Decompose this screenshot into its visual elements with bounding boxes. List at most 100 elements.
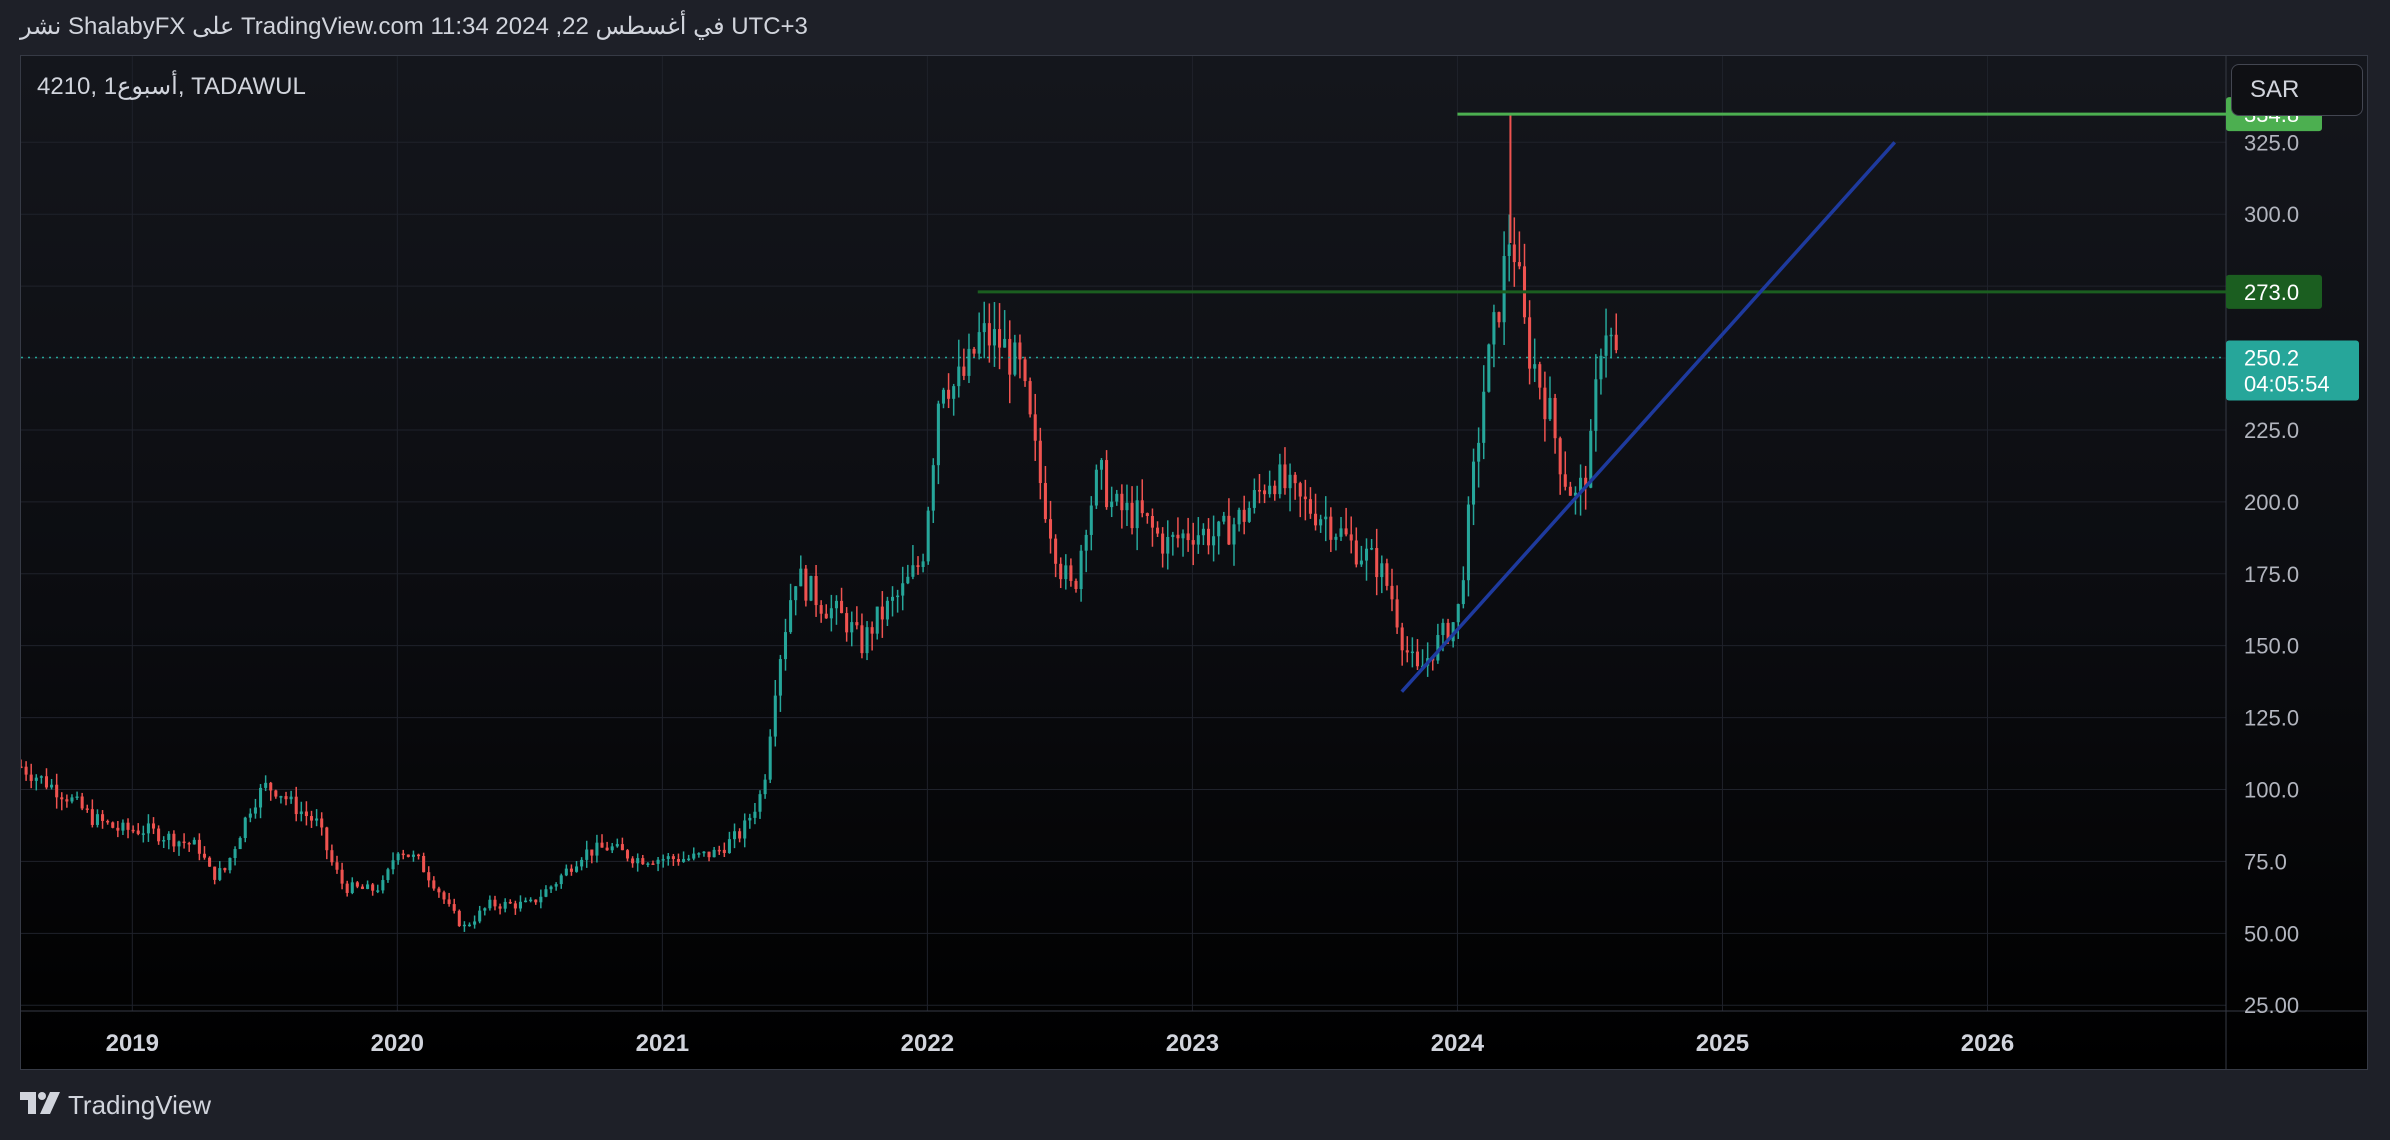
candle-body [101,814,105,821]
candle-body [126,822,130,830]
candle-body [1344,528,1348,535]
x-tick-label: 2024 [1431,1030,1485,1057]
candle-body [1283,464,1287,489]
candle-body [1614,334,1618,351]
candle-body [1477,442,1481,462]
y-tick-label: 300.0 [2244,202,2299,227]
candle-body [80,796,84,809]
currency-button[interactable]: SAR [2231,64,2363,116]
candle-body [1466,504,1470,581]
candle-body [794,586,798,601]
candle-body [70,797,74,802]
candle-body [880,606,884,620]
candle-body [55,784,59,798]
candle-body [656,859,660,864]
candle-body [1120,493,1124,511]
x-tick-label: 2021 [636,1030,689,1057]
candle-body [829,608,833,619]
resistance-price-tag [2226,274,2322,309]
candle-body [840,600,844,614]
candle-body [1487,344,1491,392]
candle-body [590,849,594,856]
candle-body [1390,585,1394,600]
candle-body [559,875,563,885]
candle-body [885,600,889,620]
candle-body [243,817,247,838]
candle-body [325,827,329,851]
candle-body [1003,338,1007,348]
candle-body [1171,534,1175,538]
x-tick-label: 2019 [106,1030,159,1057]
support-trendline [1400,141,1897,693]
price-chart[interactable]: 325.0300.0275.0250.0225.0200.0175.0150.0… [21,56,2368,1070]
x-tick-label: 2023 [1166,1030,1219,1057]
candle-body [1400,627,1404,651]
candle-body [1099,460,1104,470]
candle-body [355,882,359,887]
candle-body [957,366,961,387]
candle-body [901,583,905,596]
candle-body [299,811,303,815]
candle-body [926,510,930,562]
candle-body [1609,334,1613,337]
candle-body [1140,500,1144,514]
candle-body [172,833,176,847]
candle-body [1033,414,1037,441]
candle-body [687,858,691,861]
candle-body [269,782,273,791]
candle-body [106,820,110,823]
last-price-countdown: 04:05:54 [2244,371,2330,396]
candle-body [1186,533,1190,541]
candle-body [727,839,731,854]
candle-body [1507,244,1511,257]
candle-body [620,844,624,851]
candle-body [1074,580,1078,590]
candle-body [580,859,584,867]
candle-body [539,896,543,903]
candle-body [1354,540,1358,565]
symbol-label[interactable]: 4210, 1أسبوع, TADAWUL [37,73,306,100]
candle-body [1028,381,1032,415]
candle-body [141,833,145,835]
candle-body [1237,509,1241,525]
candle-body [600,842,604,848]
y-tick-label: 225.0 [2244,418,2299,443]
candle-body [1268,485,1272,495]
candle-body [1543,387,1547,420]
candle-body [717,849,721,852]
candle-body [1059,563,1063,580]
candle-body [376,890,380,892]
candle-body [661,859,665,861]
candle-body [763,779,767,795]
candle-body [503,901,507,909]
candle-body [564,868,568,876]
candle-body [1339,528,1343,537]
candle-body [941,389,946,404]
candle-body [1334,536,1338,540]
candle-body [1446,622,1450,642]
candle-body [1043,483,1047,520]
candle-body [1364,548,1369,561]
candle-body [524,900,528,903]
candle-body [208,857,212,867]
candle-body [855,622,859,626]
candle-body [151,823,156,829]
candle-body [452,904,456,911]
candle-body [417,854,421,857]
candle-body [1319,519,1323,526]
candle-body [1232,524,1236,545]
candle-body [518,901,522,909]
x-tick-label: 2020 [371,1030,424,1057]
candle-body [1156,527,1160,534]
candle-body [799,568,803,587]
candle-body [1217,521,1221,537]
last-price-value: 250.2 [2244,345,2299,370]
candle-body [748,817,752,821]
candle-body [39,776,43,778]
candle-body [350,882,354,893]
candle-body [401,853,405,856]
candle-body [1130,502,1134,529]
candle-body [544,889,548,897]
candle-body [911,565,915,577]
chart-frame[interactable]: 325.0300.0275.0250.0225.0200.0175.0150.0… [20,55,2368,1070]
